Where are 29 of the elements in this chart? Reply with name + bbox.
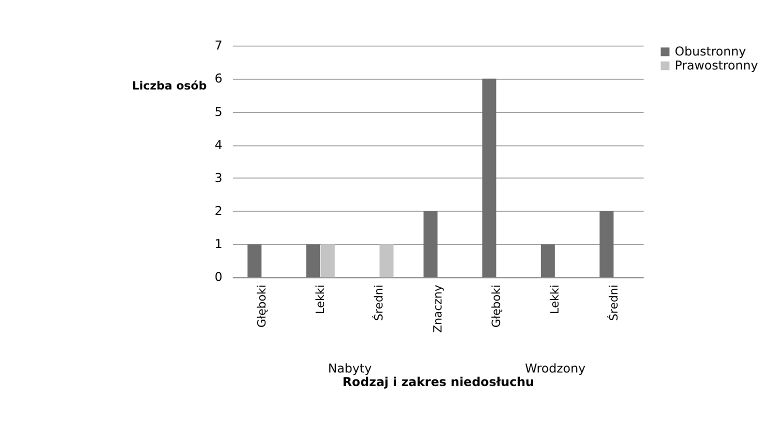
bar: [424, 211, 438, 278]
bar: [320, 244, 335, 278]
y-tick-label: 1: [214, 237, 222, 252]
x-tick-label: Lekki: [548, 284, 562, 314]
bar: [600, 211, 614, 278]
y-tick-label: 5: [214, 104, 222, 119]
y-tick-label: 0: [214, 270, 222, 284]
bar: [540, 244, 555, 278]
x-tick-label: Lekki: [313, 284, 328, 314]
bar: [306, 244, 320, 278]
text: Wrodzony: [525, 362, 586, 376]
x-tick-label: Średni: [372, 284, 386, 321]
x-tick-label: Głęboki: [489, 284, 504, 328]
legend-label: Obustronny: [674, 44, 746, 58]
y-tick-label: 3: [214, 170, 222, 185]
y-tick-label: 4: [214, 138, 223, 152]
legend-label: Prawostronny: [674, 58, 758, 72]
x-tick-label: Znaczny: [430, 284, 444, 333]
text: Nabyty: [328, 362, 372, 376]
x-tick-label: Głęboki: [254, 284, 268, 328]
x-axis-title: Rodzaj i zakres niedosłuchu: [342, 375, 534, 390]
y-tick-label: 6: [214, 72, 222, 86]
bar: [247, 244, 262, 278]
x-tick-label: Średni: [606, 284, 620, 321]
y-axis-title: Liczba osób: [132, 78, 207, 92]
bar: [482, 78, 496, 278]
bar: [380, 244, 394, 278]
y-tick-label: 2: [214, 204, 222, 218]
y-tick-label: 7: [214, 38, 222, 53]
